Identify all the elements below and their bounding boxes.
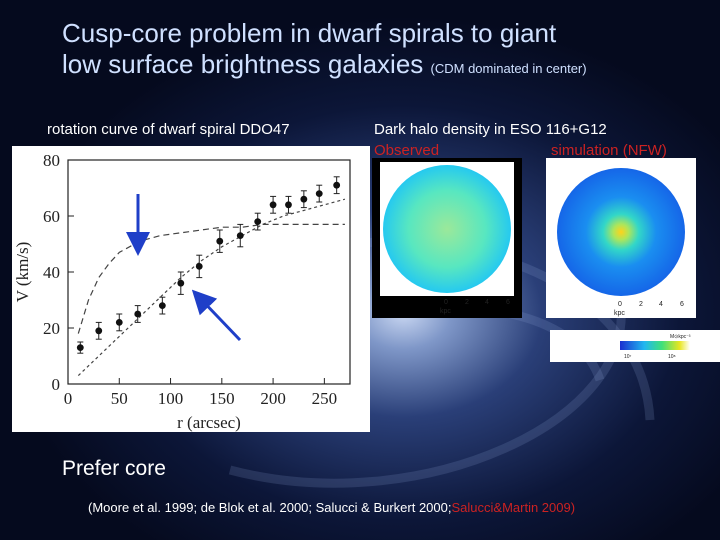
x-tick-label: 250	[312, 389, 338, 408]
nfw-curve	[77, 223, 345, 334]
data-point	[315, 190, 323, 197]
cusp-label: Cusp (NFW)	[76, 166, 193, 189]
sim-xtick: 4	[659, 301, 663, 308]
core-curve	[77, 198, 346, 377]
colorbar-tick: 10⁷	[624, 354, 632, 360]
data-point	[177, 279, 185, 287]
data-point	[95, 327, 103, 335]
data-point	[333, 181, 341, 189]
core-arrow	[191, 289, 242, 342]
y-tick-label: 20	[43, 319, 60, 338]
obs-xtick: 4	[485, 299, 489, 306]
sim-xunit: kpc	[614, 310, 625, 317]
slide-title: Cusp-core problem in dwarf spirals to gi…	[62, 18, 587, 84]
data-point	[76, 344, 84, 351]
obs-xtick: 0	[444, 299, 448, 306]
data-point	[158, 302, 166, 309]
x-tick-label: 200	[260, 389, 286, 408]
title-note: (CDM dominated in center)	[430, 61, 587, 76]
references-main: (Moore et al. 1999; de Blok et al. 2000;…	[88, 500, 452, 515]
observed-label: Observed	[374, 142, 440, 159]
colorbar-tick: 10⁸	[668, 354, 676, 360]
x-tick-label: 150	[209, 389, 235, 408]
y-tick-label: 40	[43, 263, 60, 282]
title-line-2: low surface brightness galaxies	[62, 49, 424, 79]
y-axis-label: V (km/s)	[13, 242, 32, 303]
colorbar-unit: M⊙kpc⁻³	[670, 334, 691, 340]
density-caption: Dark halo density in ESO 116+G12	[374, 121, 607, 138]
data-point	[300, 195, 308, 203]
y-tick-label: 80	[43, 151, 60, 170]
obs-xunit: kpc	[440, 308, 451, 315]
title-line-1: Cusp-core problem in dwarf spirals to gi…	[62, 18, 557, 48]
density-colorbar: M⊙kpc⁻³ 10⁷ 10⁸	[550, 330, 720, 362]
x-tick-label: 0	[64, 389, 73, 408]
simulation-label: simulation (NFW)	[551, 142, 667, 159]
data-point	[236, 232, 244, 239]
rotation-curve-chart: 0 50 100 150 200 250 0 20 40 60 80 r (arcsec) V (km/…	[13, 151, 351, 432]
data-point	[269, 201, 277, 209]
sim-xtick: 2	[639, 301, 643, 308]
data-point	[254, 218, 262, 225]
x-tick-label: 100	[158, 389, 184, 408]
x-axis-label: r (arcsec)	[177, 413, 241, 432]
references-highlight: Salucci&Martin 2009)	[451, 500, 576, 515]
observed-density-map: 0 2 4 6 kpc	[372, 158, 522, 318]
y-tick-label: 60	[43, 207, 60, 226]
obs-xtick: 2	[465, 299, 469, 306]
references: (Moore et al. 1999; de Blok et al. 2000;…	[88, 500, 575, 515]
rotation-curve-panel: 0 50 100 150 200 250 0 20 40 60 80 r (arcsec) V (km/…	[12, 146, 370, 432]
sim-xtick: 6	[680, 301, 684, 308]
data-point	[134, 310, 142, 318]
rotation-curve-caption: rotation curve of dwarf spiral DDO47	[47, 121, 290, 138]
x-tick-label: 50	[111, 389, 128, 408]
obs-xtick: 6	[506, 299, 510, 306]
simulation-density-map: 0 2 4 6 kpc	[546, 158, 696, 318]
core-label: Core	[228, 337, 274, 360]
y-tick-label: 0	[52, 375, 61, 394]
data-point	[195, 263, 203, 270]
data-point	[285, 201, 292, 209]
prefer-core-text: Prefer core	[62, 457, 166, 480]
sim-xtick: 0	[618, 301, 622, 308]
data-point	[115, 319, 123, 326]
data-point	[216, 237, 224, 245]
